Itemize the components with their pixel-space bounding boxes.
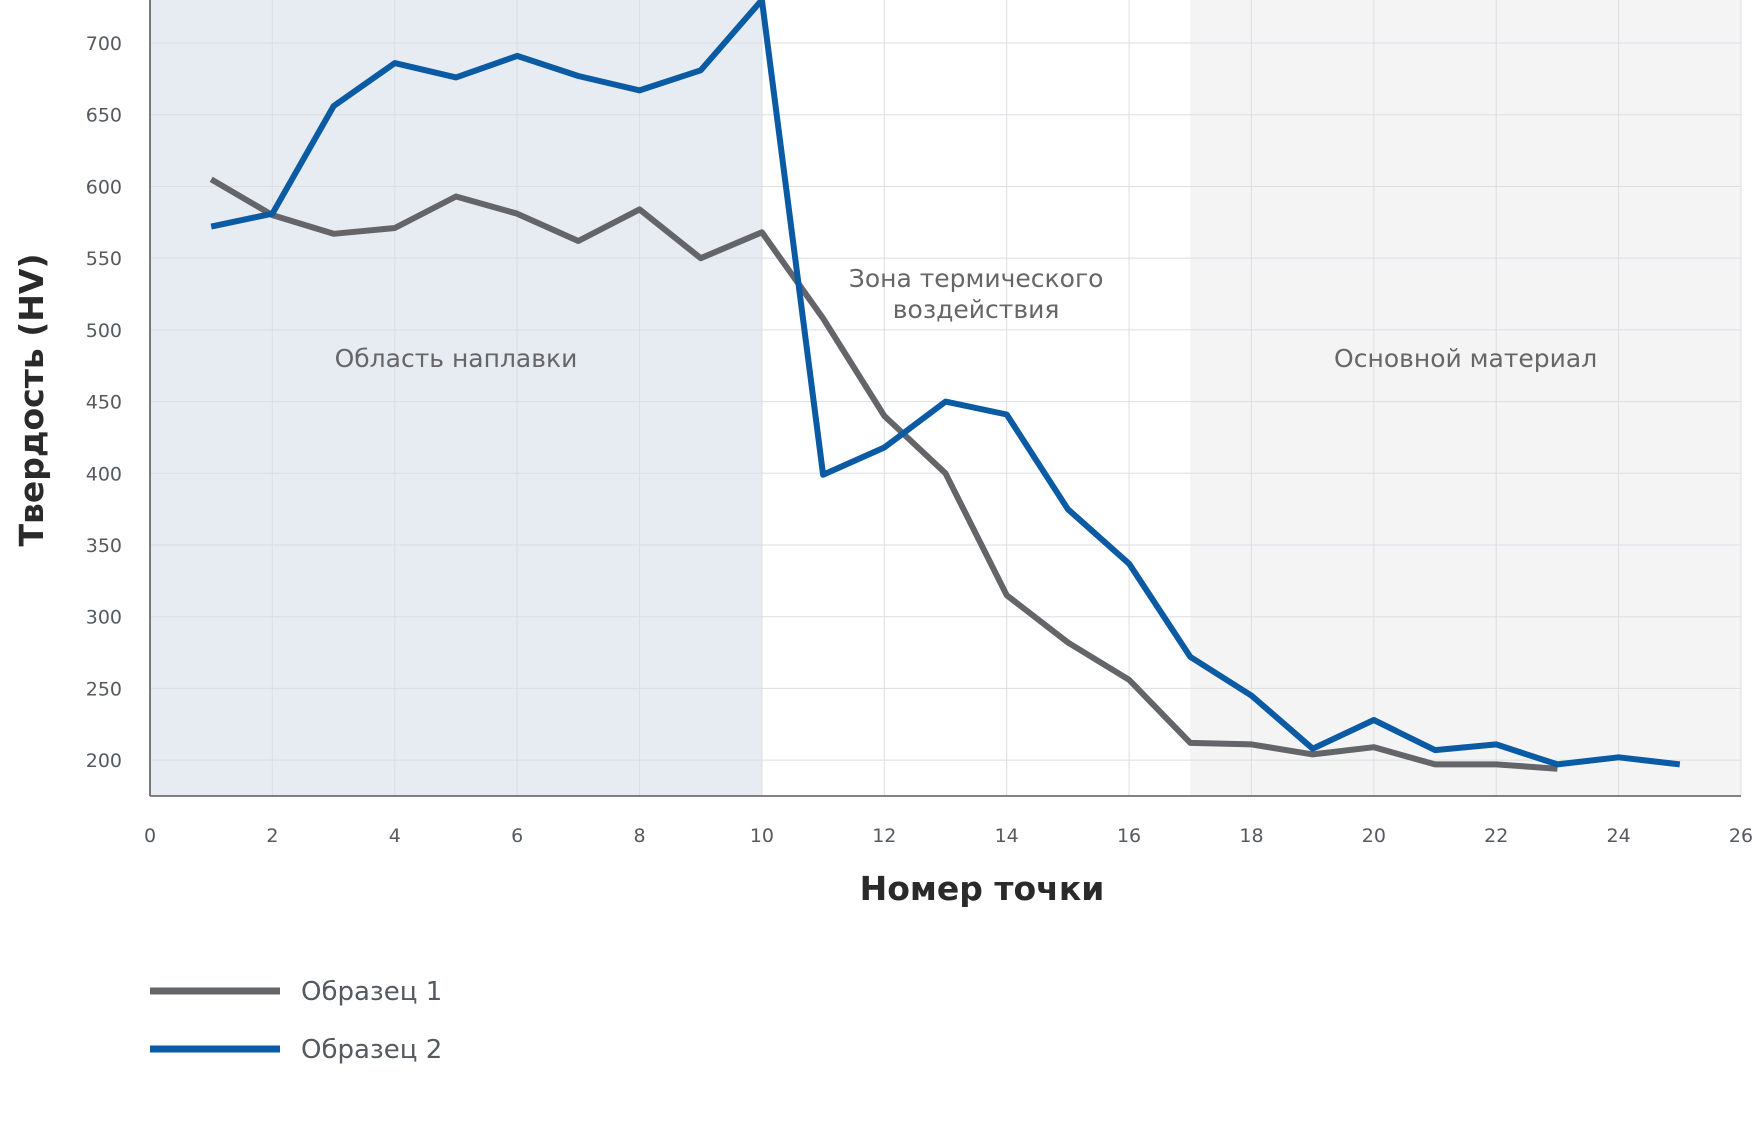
y-tick-label: 450 — [86, 392, 122, 414]
y-tick-label: 500 — [86, 320, 122, 342]
grid-layer — [150, 0, 1742, 796]
y-tick-label: 250 — [86, 678, 122, 700]
x-tick-label: 16 — [1117, 825, 1141, 847]
y-tick-label: 700 — [86, 33, 122, 55]
y-tick-label: 300 — [86, 607, 122, 629]
region-band-1 — [150, 0, 762, 796]
regions-layer — [150, 0, 1741, 796]
x-axis-title: Номер точки — [860, 869, 1105, 908]
region-label: воздействия — [893, 295, 1060, 324]
region-label: Зона термического — [849, 264, 1104, 293]
x-tick-label: 18 — [1239, 825, 1263, 847]
region-labels-layer: Область наплавки Зона термическоговоздейс… — [335, 264, 1598, 373]
y-tick-label: 550 — [86, 248, 122, 270]
x-tick-label: 12 — [872, 825, 896, 847]
region-band-3 — [1190, 0, 1741, 796]
legend-label-2: Образец 2 — [301, 1035, 442, 1065]
region-band-2 — [761, 0, 1191, 796]
series-line-1 — [209, 176, 1558, 772]
x-tick-label: 22 — [1484, 825, 1508, 847]
y-tick-label: 650 — [86, 105, 122, 127]
y-tick-label: 400 — [86, 463, 122, 485]
region-label: Область наплавки — [335, 344, 578, 373]
x-tick-label: 0 — [144, 825, 156, 847]
x-tick-label: 20 — [1362, 825, 1386, 847]
x-tick-label: 26 — [1729, 825, 1753, 847]
x-tick-label: 10 — [750, 825, 774, 847]
region-label: Основной материал — [1334, 344, 1597, 373]
legend: Образец 1 Образец 2 — [150, 977, 442, 1065]
x-tick-label: 4 — [389, 825, 401, 847]
series-layer — [209, 0, 1681, 772]
axes-layer: 0 2 4 6 8 10 12 14 16 18 20 22 24 2620025030035040045… — [86, 0, 1753, 847]
x-tick-label: 14 — [995, 825, 1019, 847]
series-line-2 — [210, 0, 1681, 768]
y-tick-label: 200 — [86, 750, 122, 772]
x-tick-label: 6 — [511, 825, 523, 847]
y-tick-label: 350 — [86, 535, 122, 557]
legend-label-1: Образец 1 — [301, 977, 442, 1007]
y-axis-title: Твердость (HV) — [12, 253, 51, 546]
x-tick-label: 2 — [266, 825, 278, 847]
y-tick-label: 600 — [86, 176, 122, 198]
x-tick-label: 8 — [633, 825, 645, 847]
x-tick-label: 24 — [1607, 825, 1631, 847]
